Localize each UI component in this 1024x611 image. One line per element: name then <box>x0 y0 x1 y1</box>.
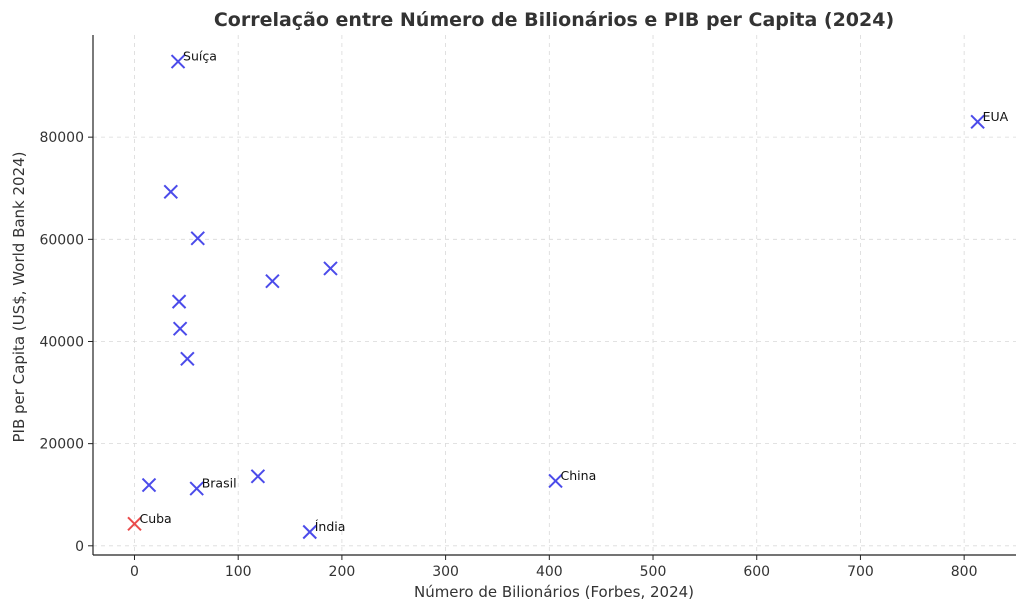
point-label: Cuba <box>139 511 171 526</box>
data-point-marker <box>170 54 186 69</box>
data-point-marker <box>189 481 204 496</box>
data-point-marker <box>190 231 205 246</box>
data-point-marker <box>180 351 195 367</box>
data-point-marker <box>265 274 280 289</box>
data-point-marker <box>163 184 178 200</box>
point-label: Suíça <box>183 49 217 64</box>
point-label: Brasil <box>202 476 237 491</box>
x-tick-label: 400 <box>536 564 563 580</box>
data-point-marker <box>141 477 157 493</box>
x-tick-label: 200 <box>329 564 356 580</box>
y-tick-label: 40000 <box>39 334 84 350</box>
x-tick-label: 0 <box>130 564 139 580</box>
x-tick-label: 500 <box>640 564 667 580</box>
point-label: Índia <box>315 519 346 534</box>
x-tick-label: 300 <box>432 564 459 580</box>
y-tick-label: 80000 <box>39 130 84 146</box>
x-tick-label: 800 <box>951 564 978 580</box>
y-tick-label: 60000 <box>39 232 84 248</box>
point-label: EUA <box>983 109 1009 124</box>
data-points: EUA China Índia Brasil Suíça Cuba <box>127 49 1009 540</box>
data-point-marker <box>548 473 563 489</box>
chart-title: Correlação entre Número de Bilionários e… <box>214 9 894 31</box>
data-point-marker <box>970 114 985 130</box>
point-label: China <box>561 468 597 483</box>
data-point-marker <box>172 321 188 336</box>
data-point-marker <box>302 524 317 540</box>
x-axis-label: Número de Bilionários (Forbes, 2024) <box>414 583 694 601</box>
data-point-marker <box>323 261 338 276</box>
y-tick-label: 0 <box>75 539 84 555</box>
axes <box>92 35 1016 556</box>
x-tick-label: 600 <box>743 564 770 580</box>
x-tick-label: 100 <box>225 564 252 580</box>
data-point-marker <box>171 294 187 309</box>
grid <box>93 35 1016 555</box>
y-tick-label: 20000 <box>39 437 84 453</box>
ticks: 0 100 200 300 400 500 600 700 800 0 20000 40000 6000… <box>39 130 977 580</box>
x-tick-label: 700 <box>847 564 874 580</box>
data-point-marker <box>127 516 142 532</box>
data-point-marker <box>250 469 266 484</box>
y-axis-label: PIB per Capita (US$, World Bank 2024) <box>10 151 28 442</box>
